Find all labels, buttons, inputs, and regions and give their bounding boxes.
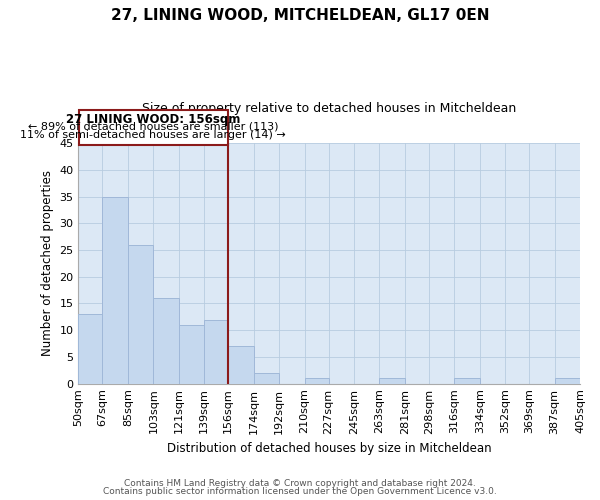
Bar: [379, 378, 405, 384]
Text: 11% of semi-detached houses are larger (14) →: 11% of semi-detached houses are larger (…: [20, 130, 286, 140]
Bar: [103, 196, 128, 384]
FancyBboxPatch shape: [79, 110, 227, 144]
Bar: [554, 378, 580, 384]
Bar: [305, 378, 329, 384]
Text: 27 LINING WOOD: 156sqm: 27 LINING WOOD: 156sqm: [66, 112, 241, 126]
Text: Contains public sector information licensed under the Open Government Licence v3: Contains public sector information licen…: [103, 487, 497, 496]
Title: Size of property relative to detached houses in Mitcheldean: Size of property relative to detached ho…: [142, 102, 517, 116]
Bar: [128, 244, 154, 384]
Bar: [454, 378, 479, 384]
Text: Contains HM Land Registry data © Crown copyright and database right 2024.: Contains HM Land Registry data © Crown c…: [124, 478, 476, 488]
Text: ← 89% of detached houses are smaller (113): ← 89% of detached houses are smaller (11…: [28, 122, 278, 132]
Bar: [154, 298, 179, 384]
Bar: [228, 346, 254, 384]
Bar: [254, 373, 279, 384]
X-axis label: Distribution of detached houses by size in Mitcheldean: Distribution of detached houses by size …: [167, 442, 491, 455]
Text: 27, LINING WOOD, MITCHELDEAN, GL17 0EN: 27, LINING WOOD, MITCHELDEAN, GL17 0EN: [111, 8, 489, 22]
Bar: [79, 314, 103, 384]
Bar: [179, 325, 204, 384]
Bar: [204, 320, 228, 384]
Y-axis label: Number of detached properties: Number of detached properties: [41, 170, 54, 356]
